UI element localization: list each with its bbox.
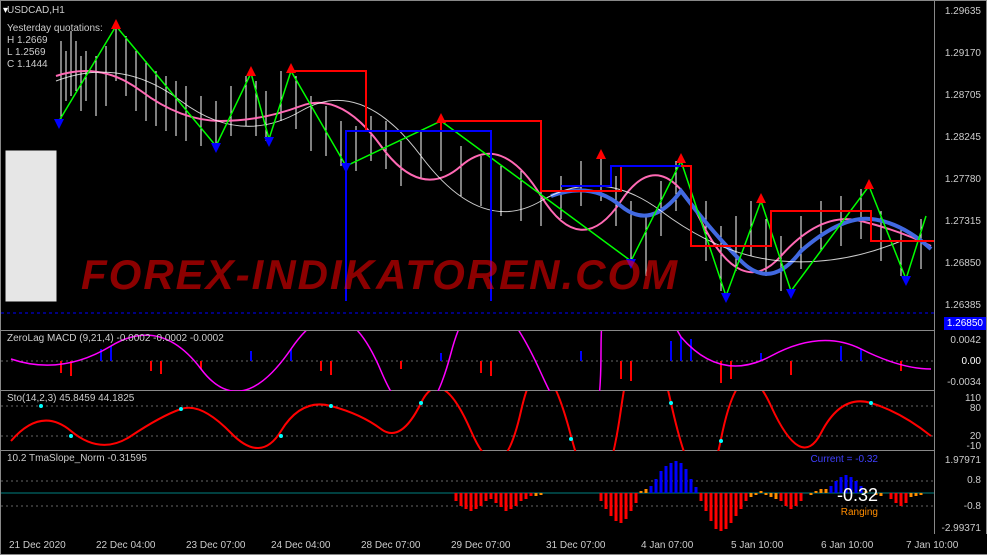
xl-9: 6 Jan 10:00	[821, 540, 873, 551]
tma-current: Current = -0.32	[810, 454, 878, 465]
yl-1: 1.29170	[945, 48, 981, 59]
yl-7: 1.26385	[945, 300, 981, 311]
yl-2: 1.28705	[945, 90, 981, 101]
dropdown-icon[interactable]: ▾	[3, 5, 8, 16]
watermark: FOREX-INDIKATOREN.COM	[81, 251, 679, 299]
xl-5: 29 Dec 07:00	[451, 540, 511, 551]
ohlc-h: H 1.2669	[7, 35, 48, 46]
tma-value: -0.32	[837, 485, 878, 506]
yl-0: 1.29635	[945, 6, 981, 17]
tma-yl-1: 0.8	[967, 475, 981, 486]
tma-range-label: Ranging	[841, 507, 878, 518]
chart-container: USDCAD,H1 ▾ Yesterday quotations: H 1.26…	[0, 0, 987, 555]
macd-yl-2: -0.0034	[947, 377, 981, 388]
sto-yl-3: -10	[967, 441, 981, 452]
yl-6: 1.26850	[945, 258, 981, 269]
ohlc-l: L 1.2569	[7, 47, 46, 58]
xl-3: 24 Dec 04:00	[271, 540, 331, 551]
price-tag: 1.26850	[944, 317, 986, 330]
macd-yl-1: 0.00	[962, 356, 981, 367]
xl-1: 22 Dec 04:00	[96, 540, 156, 551]
yl-4: 1.27780	[945, 174, 981, 185]
tma-panel[interactable]: 10.2 TmaSlope_Norm -0.31595 Current = -0…	[1, 451, 936, 536]
xl-2: 23 Dec 07:00	[186, 540, 246, 551]
y-axis: 1.29635 1.29170 1.28705 1.28245 1.27780 …	[934, 1, 986, 536]
sto-yl-1: 80	[970, 403, 981, 414]
ohlc-c: C 1.1444	[7, 59, 48, 70]
xl-4: 28 Dec 07:00	[361, 540, 421, 551]
macd-panel[interactable]: ZeroLag MACD (9,21,4) -0.0002 -0.0002 -0…	[1, 331, 936, 391]
tma-yl-3: -2.99371	[942, 523, 981, 534]
tma-yl-2: -0.8	[964, 501, 981, 512]
yl-3: 1.28245	[945, 132, 981, 143]
xl-6: 31 Dec 07:00	[546, 540, 606, 551]
sto-label: Sto(14,2,3) 45.8459 44.1825	[7, 393, 134, 404]
xl-8: 5 Jan 10:00	[731, 540, 783, 551]
tma-label: 10.2 TmaSlope_Norm -0.31595	[7, 453, 147, 464]
sto-svg	[1, 391, 936, 451]
sto-panel[interactable]: Sto(14,2,3) 45.8459 44.1825	[1, 391, 936, 451]
xl-7: 4 Jan 07:00	[641, 540, 693, 551]
tma-yl-0: 1.97971	[945, 455, 981, 466]
x-axis: 21 Dec 2020 22 Dec 04:00 23 Dec 07:00 24…	[1, 534, 987, 554]
main-price-panel[interactable]: USDCAD,H1 ▾ Yesterday quotations: H 1.26…	[1, 1, 936, 331]
xl-10: 7 Jan 10:00	[906, 540, 958, 551]
macd-label: ZeroLag MACD (9,21,4) -0.0002 -0.0002 -0…	[7, 333, 224, 344]
xl-0: 21 Dec 2020	[9, 540, 66, 551]
quotations-header: Yesterday quotations:	[7, 23, 103, 34]
yl-5: 1.27315	[945, 216, 981, 227]
macd-yl-0: 0.0042	[950, 335, 981, 346]
symbol-label: USDCAD,H1	[7, 5, 65, 16]
